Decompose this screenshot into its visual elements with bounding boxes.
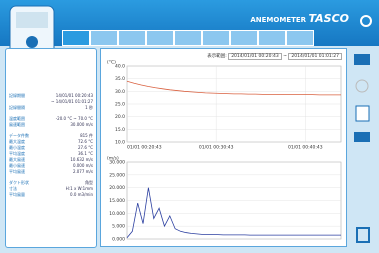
y-tick-label: 20.000 [109,185,125,191]
toolbar [348,48,376,245]
info-row: 平均風量 0.0 m3/min [9,192,93,198]
info-row: ~ 14/01/01 01:01:27 [9,99,93,104]
exit-icon[interactable] [357,228,369,242]
page: {"header": {"brand": "ANEMOMETER", "make… [0,0,379,253]
y-tick-label: 0.000 [112,237,125,243]
tab[interactable] [174,30,202,46]
x-tick-label: 01/01 00:20:43 [127,145,162,151]
y-tick-label: 20.0 [115,114,125,120]
info-value: 1 秒 [85,105,93,111]
info-value: 0.0 m3/min [70,192,93,198]
range: 表示範囲: 2014/01/01 00:20:43 ~ 2014/01/01 0… [207,53,342,59]
y-tick-label: 40.0 [115,64,125,70]
info-row: 平均風速 2.077 m/s [9,169,93,175]
brand-name: ANEMOMETER [250,16,306,24]
info-key: 記録間隔 [9,105,25,111]
y-tick-label: 30.0 [115,89,125,95]
info-row: 記録間隔 1 秒 [9,105,93,111]
tab[interactable] [230,30,258,46]
range-label: 表示範囲: [207,54,227,59]
open-icon[interactable] [354,54,370,65]
icon[interactable] [356,80,368,92]
brand: ANEMOMETER TASCO [250,12,349,25]
tab[interactable] [286,30,314,46]
info-key: 風速範囲 [9,122,25,128]
info-value: 30.000 m/s [70,122,93,128]
tab[interactable] [202,30,230,46]
maker: TASCO [308,12,349,25]
info-value: ~ 14/01/01 01:01:27 [51,99,93,104]
tab[interactable] [258,30,286,46]
y-tick-label: 25.000 [109,172,125,178]
toolbar-icons [348,48,376,245]
info-row: 風速範囲 30.000 m/s [9,122,93,128]
chart-panel: 表示範囲: 2014/01/01 00:20:43 ~ 2014/01/01 0… [100,48,347,247]
info-value: 2.077 m/s [73,169,93,175]
info-key: 平均風量 [9,192,25,198]
tab[interactable] [62,30,90,46]
header: ANEMOMETER TASCO [0,0,379,46]
export-icon[interactable] [356,106,369,121]
charts: (°C)10.015.020.025.030.035.040.001/01 00… [101,49,346,246]
y-tick-label: 15.0 [115,127,125,133]
info-key: 平均風速 [9,169,25,175]
print-icon[interactable] [354,132,370,142]
y-tick-label: 10.0 [115,140,125,146]
y-tick-label: 35.0 [115,76,125,82]
y-tick-label: 5.000 [112,224,125,230]
settings-icon[interactable] [359,14,373,28]
tab[interactable] [90,30,118,46]
tab[interactable] [146,30,174,46]
range-sep: ~ [283,54,287,59]
range-start: 2014/01/01 00:20:43 [228,53,282,60]
range-end: 2014/01/01 01:01:27 [288,53,342,60]
y-tick-label: 10.000 [109,211,125,217]
y-tick-label: 30.000 [109,160,125,166]
y-tick-label: 15.000 [109,198,125,204]
tab[interactable] [118,30,146,46]
x-tick-label: 01/01 00:30:43 [199,145,234,151]
y-tick-label: 25.0 [115,102,125,108]
x-tick-label: 01/01 00:40:43 [288,145,323,151]
